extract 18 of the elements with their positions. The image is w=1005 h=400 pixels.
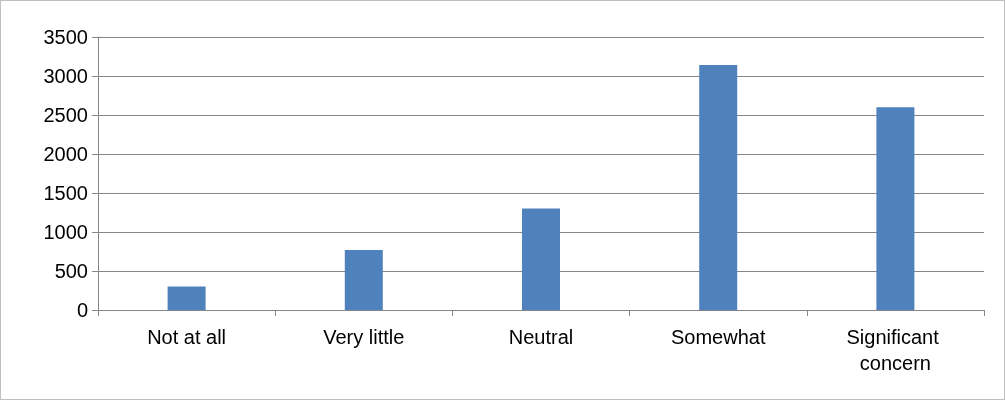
- y-tick-label: 1500: [43, 182, 88, 204]
- y-tick-label: 1000: [43, 221, 88, 243]
- y-tick-label: 2500: [43, 104, 88, 126]
- x-tick-label: Not at all: [147, 326, 227, 348]
- y-tick-label: 2000: [43, 143, 88, 165]
- x-tick-label: Neutral: [508, 326, 574, 348]
- y-tick-label: 3000: [43, 65, 88, 87]
- y-tick-label: 500: [54, 260, 88, 282]
- y-tick-label: 0: [76, 299, 88, 321]
- x-tick-label: Somewhat: [670, 326, 766, 348]
- bar: [522, 208, 560, 310]
- bar: [876, 107, 915, 310]
- bar: [699, 65, 738, 310]
- bar: [167, 286, 206, 310]
- y-tick-label: 3500: [43, 26, 88, 48]
- x-tick-label: Significant concern: [846, 326, 945, 374]
- bar: [344, 249, 383, 310]
- x-tick-label: Very little: [323, 326, 405, 348]
